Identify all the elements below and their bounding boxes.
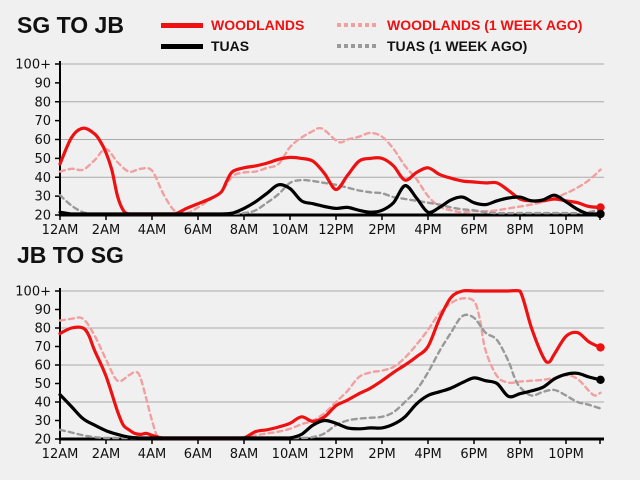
- series-tuas: [58, 183, 603, 216]
- series-endpoint-tuas: [596, 375, 605, 384]
- x-tick-label-12AM: 12AM: [42, 447, 79, 462]
- y-tick-label-40: 40: [34, 396, 51, 411]
- legend-item-tuas: TUAS: [161, 38, 337, 54]
- x-tick-label-10AM: 10AM: [272, 447, 309, 462]
- legend-swatch-tuas-prev: [337, 44, 379, 48]
- x-tick-label-2PM: 2PM: [368, 223, 395, 238]
- x-tick-label-4PM: 4PM: [414, 223, 441, 238]
- x-tick-label-2AM: 2AM: [92, 447, 120, 462]
- x-tick-label-12PM: 12PM: [318, 447, 354, 462]
- x-tick-label-8PM: 8PM: [506, 223, 533, 238]
- legend-swatch-woodlands-prev: [337, 23, 379, 27]
- y-tick-label-20: 20: [34, 209, 51, 224]
- x-tick-label-6PM: 6PM: [460, 223, 487, 238]
- legend-label-woodlands-prev: WOODLANDS (1 WEEK AGO): [387, 17, 583, 33]
- legend-label-tuas: TUAS: [211, 38, 250, 54]
- chart-title-jb-to-sg: JB TO SG: [17, 242, 124, 268]
- series-tuas-prev: [58, 313, 602, 440]
- x-tick-label-4AM: 4AM: [138, 447, 166, 462]
- chart-title-sg-to-jb: SG TO JB: [17, 12, 124, 38]
- series-woodlands: [58, 288, 603, 440]
- legend-item-woodlands-prev: WOODLANDS (1 WEEK AGO): [337, 17, 582, 33]
- x-tick-label-2AM: 2AM: [92, 223, 120, 238]
- x-tick-label-10PM: 10PM: [548, 447, 584, 462]
- y-tick-label-100+: 100+: [15, 285, 51, 300]
- x-tick-label-8AM: 8AM: [230, 223, 258, 238]
- legend-label-woodlands: WOODLANDS: [211, 17, 305, 33]
- y-tick-label-80: 80: [34, 322, 51, 337]
- series-endpoint-woodlands: [596, 343, 605, 352]
- x-tick-label-8AM: 8AM: [230, 447, 258, 462]
- x-tick-label-12PM: 12PM: [318, 223, 354, 238]
- x-tick-label-2PM: 2PM: [368, 447, 395, 462]
- y-tick-label-100+: 100+: [15, 58, 51, 73]
- x-tick-label-12AM: 12AM: [42, 223, 79, 238]
- y-tick-label-40: 40: [34, 171, 51, 186]
- y-tick-label-30: 30: [34, 190, 51, 205]
- x-tick-label-6AM: 6AM: [184, 223, 212, 238]
- y-tick-label-90: 90: [34, 76, 51, 91]
- y-tick-label-60: 60: [34, 359, 51, 374]
- series-endpoint-woodlands: [596, 203, 605, 212]
- series-woodlands: [58, 126, 603, 216]
- y-tick-label-30: 30: [34, 414, 51, 429]
- y-tick-label-70: 70: [34, 340, 51, 355]
- y-tick-label-20: 20: [34, 433, 51, 448]
- y-tick-label-50: 50: [34, 152, 51, 167]
- x-tick-label-6PM: 6PM: [460, 447, 487, 462]
- y-tick-label-70: 70: [34, 114, 51, 129]
- series-tuas: [58, 371, 603, 440]
- y-tick-label-60: 60: [34, 133, 51, 148]
- y-tick-label-80: 80: [34, 95, 51, 110]
- series-woodlands-prev: [58, 297, 602, 440]
- legend-swatch-woodlands: [161, 22, 203, 28]
- legend-label-tuas-prev: TUAS (1 WEEK AGO): [387, 38, 528, 54]
- x-tick-label-4AM: 4AM: [138, 223, 166, 238]
- legend-item-woodlands: WOODLANDS: [161, 17, 337, 33]
- y-tick-label-90: 90: [34, 303, 51, 318]
- x-tick-label-6AM: 6AM: [184, 447, 212, 462]
- x-tick-label-10AM: 10AM: [272, 223, 309, 238]
- series-endpoint-tuas: [596, 209, 605, 219]
- x-tick-label-8PM: 8PM: [506, 447, 533, 462]
- x-tick-label-10PM: 10PM: [548, 223, 584, 238]
- x-tick-label-4PM: 4PM: [414, 447, 441, 462]
- y-tick-label-50: 50: [34, 377, 51, 392]
- series-woodlands-prev: [58, 126, 602, 215]
- legend-swatch-tuas: [161, 43, 203, 49]
- legend-item-tuas-prev: TUAS (1 WEEK AGO): [337, 38, 582, 54]
- legend: WOODLANDS WOODLANDS (1 WEEK AGO) TUAS TU…: [161, 17, 582, 54]
